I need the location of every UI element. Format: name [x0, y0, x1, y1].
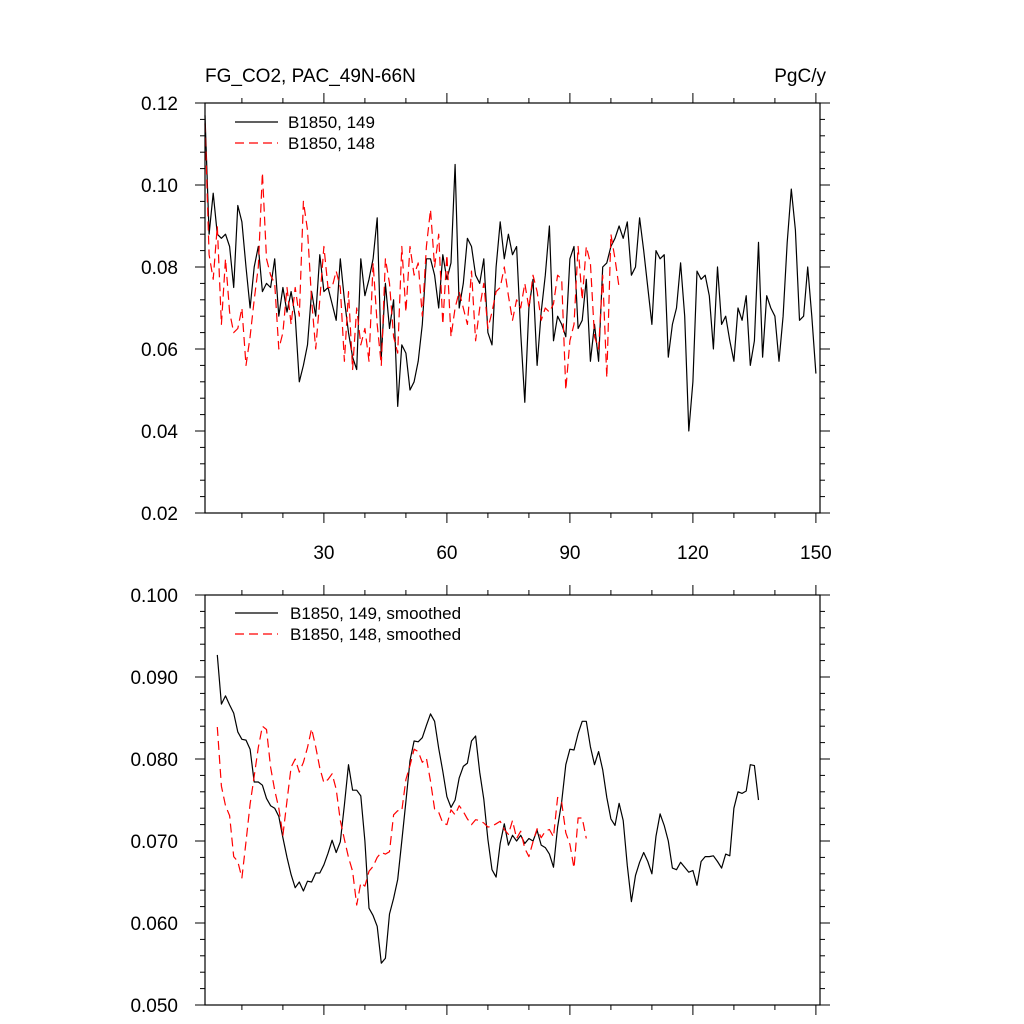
top-y-tick-label: 0.10 — [141, 176, 178, 197]
top-series-lines — [204, 115, 817, 432]
top-axis-ticks — [195, 93, 830, 523]
top-series-line-0 — [204, 115, 817, 432]
bottom-y-tick-label: 0.070 — [130, 832, 178, 853]
bottom-series-line-1 — [216, 725, 587, 906]
bottom-legend: B1850, 149, smoothed B1850, 148, smoothe… — [235, 604, 461, 644]
bottom-y-tick-label: 0.060 — [130, 914, 178, 935]
bottom-series-line-0 — [216, 654, 760, 964]
bottom-y-tick-label: 0.100 — [130, 586, 178, 607]
top-legend: B1850, 149 B1850, 148 — [235, 113, 375, 153]
top-panel-title-left: FG_CO2, PAC_49N-66N — [205, 66, 416, 87]
bottom-panel: 0.050 0.060 0.070 0.080 0.090 0.100 B1850, 14… — [130, 585, 830, 1017]
top-panel: FG_CO2, PAC_49N-66N PgC/y 0.020.040.060.… — [141, 66, 832, 564]
bottom-series-lines — [216, 654, 760, 964]
top-y-tick-label: 0.08 — [141, 258, 178, 279]
top-legend-label-149: B1850, 149 — [288, 113, 375, 132]
bottom-y-tick-label: 0.050 — [130, 996, 178, 1017]
top-x-tick-label: 30 — [313, 543, 334, 564]
top-x-tick-label: 120 — [677, 543, 709, 564]
bottom-plot-frame — [204, 594, 821, 1006]
top-y-tick-label: 0.12 — [141, 94, 178, 115]
top-plot-frame — [204, 102, 821, 514]
top-series-line-1 — [204, 123, 620, 391]
top-y-tick-label: 0.06 — [141, 340, 178, 361]
top-y-tick-labels: 0.02 0.04 0.06 0.08 0.10 0.12 — [141, 94, 178, 525]
bottom-y-tick-label: 0.080 — [130, 750, 178, 771]
bottom-legend-label-149: B1850, 149, smoothed — [290, 604, 461, 623]
bottom-y-tick-labels: 0.050 0.060 0.070 0.080 0.090 0.100 — [130, 586, 178, 1017]
top-y-tick-label: 0.04 — [141, 422, 178, 443]
bottom-axis-ticks — [195, 585, 830, 1015]
top-legend-label-148: B1850, 148 — [288, 134, 375, 153]
top-y-tick-label: 0.02 — [141, 504, 178, 525]
top-x-tick-label: 150 — [800, 543, 832, 564]
top-x-tick-label: 90 — [559, 543, 580, 564]
top-x-tick-labels: 30 60 90 120 150 — [313, 543, 831, 564]
top-x-tick-label: 60 — [436, 543, 457, 564]
top-panel-title-right: PgC/y — [774, 66, 826, 87]
bottom-y-tick-label: 0.090 — [130, 668, 178, 689]
bottom-legend-label-148: B1850, 148, smoothed — [290, 625, 461, 644]
